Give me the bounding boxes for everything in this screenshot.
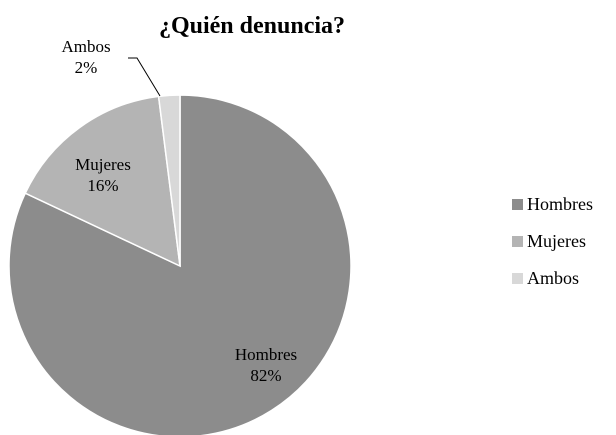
ambos-leader-line [128, 57, 161, 97]
legend: Hombres Mujeres Ambos [512, 194, 593, 288]
slice-label-hombres: Hombres [235, 345, 297, 364]
chart-title: ¿Quién denuncia? [159, 13, 345, 39]
legend-swatch-ambos [512, 273, 523, 284]
slice-label-ambos: Ambos [61, 37, 110, 56]
legend-label-mujeres: Mujeres [527, 231, 586, 251]
slice-value-hombres: 82% [250, 366, 281, 385]
legend-label-hombres: Hombres [527, 194, 593, 214]
pie-slice-hombres [8, 94, 352, 435]
slice-labels: Hombres 82% Mujeres 16% Ambos 2% [61, 37, 297, 385]
slice-value-mujeres: 16% [87, 176, 118, 195]
legend-label-ambos: Ambos [527, 268, 579, 288]
slice-label-mujeres: Mujeres [75, 155, 131, 174]
legend-swatch-mujeres [512, 236, 523, 247]
legend-swatch-hombres [512, 199, 523, 210]
pie-slices [8, 94, 352, 435]
pie-slice-ambos [157, 94, 181, 267]
pie-slice-mujeres [24, 95, 181, 268]
slice-value-ambos: 2% [75, 58, 98, 77]
